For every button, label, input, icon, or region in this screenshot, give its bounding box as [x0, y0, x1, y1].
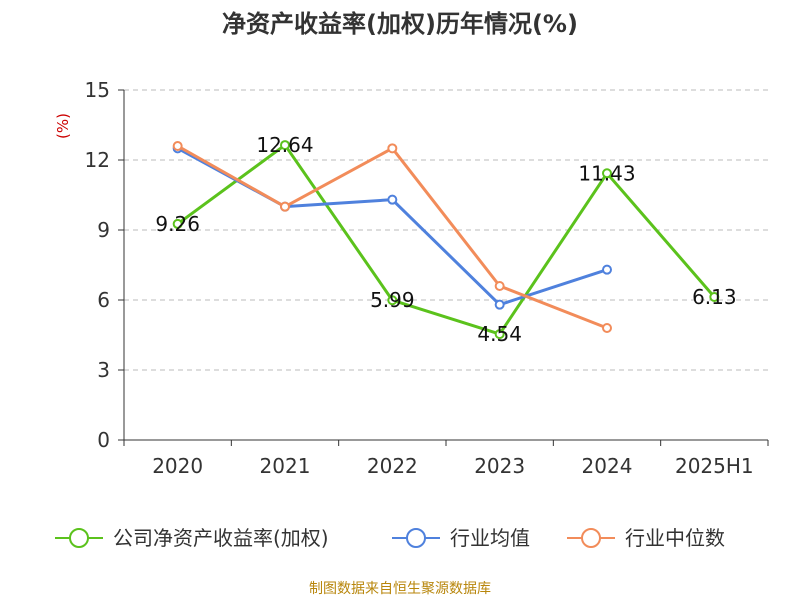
series-2-point: [387, 143, 398, 154]
data-source-note: 制图数据来自恒生聚源数据库: [309, 581, 491, 597]
y-tick-label: 0: [97, 428, 110, 452]
series-0-point: [709, 291, 720, 302]
legend-label: 行业均值: [450, 526, 530, 550]
series-0-point: [602, 168, 612, 179]
y-tick-label: 6: [97, 288, 110, 312]
chart-title: 净资产收益率(加权)历年情况(%): [222, 10, 578, 38]
data-label: 4.54: [477, 322, 522, 346]
legend-label: 公司净资产收益率(加权): [113, 526, 329, 550]
grid-layer: [124, 89, 768, 371]
legend-swatch-marker: [69, 528, 89, 548]
series-1-point: [602, 264, 612, 275]
series-1-point: [494, 299, 505, 310]
x-tick-label: 2023: [474, 454, 525, 478]
legend-swatch-marker: [581, 528, 601, 548]
series-0-point: [280, 140, 290, 151]
series-2-point: [494, 281, 505, 291]
series-2-point: [602, 323, 612, 333]
y-tick-label: 15: [85, 78, 110, 102]
data-label: 9.26: [155, 212, 200, 236]
series-2-point: [280, 201, 290, 212]
data-label: 6.13: [692, 285, 737, 309]
legend-swatch-marker: [406, 528, 426, 548]
legend-label: 行业中位数: [625, 526, 725, 550]
y-tick-label: 3: [97, 358, 110, 382]
series-layer: [172, 140, 720, 340]
data-label: 5.99: [370, 288, 415, 312]
y-tick-label: 9: [97, 218, 110, 242]
series-line-1: [176, 147, 608, 307]
series-0-point: [172, 218, 183, 229]
label-layer: 9.26 12.64 5.99 4.54 11.43 6.13: [155, 133, 736, 346]
x-tick-label: 2022: [367, 454, 418, 478]
series-1-point: [387, 194, 398, 205]
x-tick-label: 2021: [260, 454, 311, 478]
series-line-0: [176, 143, 716, 336]
legend: 公司净资产收益率(加权) 行业均值 行业中位数: [55, 526, 725, 550]
series-0-point: [494, 329, 505, 340]
x-tick-label: 2024: [582, 454, 633, 478]
x-tick-label: 2020: [152, 454, 203, 478]
data-label: 11.43: [578, 161, 635, 185]
x-tick-label: 2025H1: [675, 454, 754, 478]
axis-layer: 0 3 6 9 12 15 2020 2021 2022 2023 2024 2025H1: [85, 78, 769, 478]
series-2-point: [172, 141, 183, 151]
y-tick-label: 12: [85, 148, 110, 172]
series-0-point: [387, 295, 398, 306]
data-label: 12.64: [256, 133, 313, 157]
y-axis-unit: (%): [54, 113, 72, 139]
